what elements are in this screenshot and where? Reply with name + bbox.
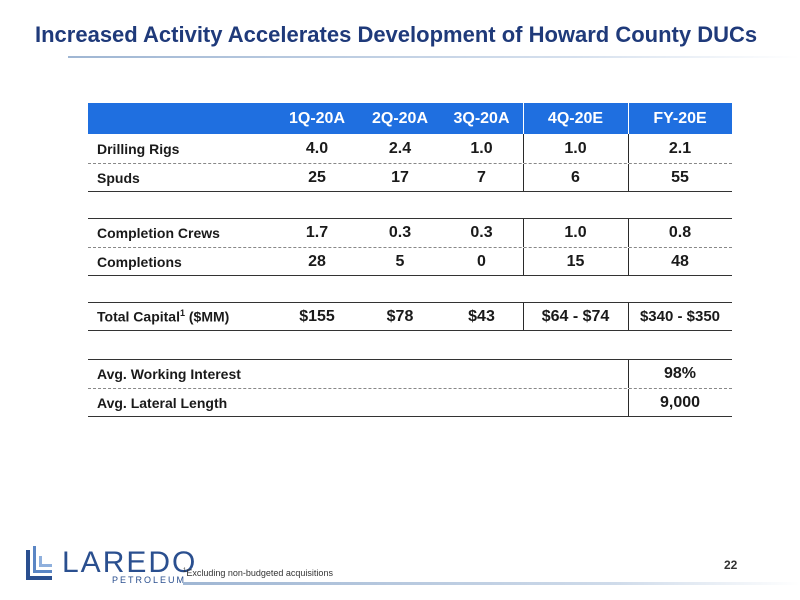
table-cell: $340 - $350 <box>639 308 721 325</box>
table-cell: 9,000 <box>659 393 701 411</box>
table-cell: 17 <box>391 168 409 186</box>
column-divider <box>628 248 629 275</box>
table-cell: 1.7 <box>305 224 329 241</box>
table-row-completion-crews: Completion Crews 1.7 0.3 0.3 1.0 0.8 <box>88 218 732 247</box>
title-divider <box>68 56 800 58</box>
row-label: Avg. Working Interest <box>97 366 241 382</box>
table-spacer <box>88 192 732 218</box>
column-divider <box>523 103 524 134</box>
footnote-marker: 1 <box>183 568 187 574</box>
table-row-working-interest: Avg. Working Interest 98% <box>88 359 732 388</box>
table-cell: 1.0 <box>564 139 587 157</box>
table-cell: $64 - $74 <box>541 307 610 325</box>
logo-wordmark: LAREDO <box>62 546 198 579</box>
table-row-completions: Completions 28 5 0 15 48 <box>88 247 732 276</box>
table-cell: 5 <box>395 252 405 270</box>
table-cell: 25 <box>308 168 326 186</box>
table-cell: 0 <box>477 252 486 270</box>
company-logo: LAREDO PETROLEUM <box>26 546 195 586</box>
column-divider <box>523 303 524 330</box>
table-cell: 0.3 <box>388 224 412 241</box>
table-cell: 2.1 <box>668 139 692 157</box>
row-label-unit: ($MM) <box>184 308 230 325</box>
column-divider <box>628 360 629 388</box>
row-label: Completions <box>97 253 182 270</box>
row-label: Spuds <box>97 169 140 186</box>
table-cell: 0.3 <box>470 224 493 241</box>
table-cell: 55 <box>671 168 689 186</box>
column-divider <box>523 134 524 163</box>
table-spacer <box>88 331 732 359</box>
activity-table: 1Q-20A 2Q-20A 3Q-20A 4Q-20E FY-20E Drill… <box>88 103 732 417</box>
table-cell: 1.0 <box>470 139 493 157</box>
column-divider <box>628 219 629 247</box>
footer-divider <box>183 582 800 585</box>
header-2q20a: 2Q-20A <box>371 109 429 127</box>
table-cell: 2.4 <box>388 139 412 157</box>
row-label: Avg. Lateral Length <box>97 394 228 411</box>
header-fy20e: FY-20E <box>653 109 707 127</box>
table-cell: 6 <box>571 168 580 186</box>
row-label: Total Capital1 ($MM) <box>88 308 274 325</box>
table-header-row: 1Q-20A 2Q-20A 3Q-20A 4Q-20E FY-20E <box>88 103 732 134</box>
header-1q20a: 1Q-20A <box>288 109 346 127</box>
column-divider <box>628 303 629 330</box>
column-divider <box>628 134 629 163</box>
table-cell: 48 <box>671 252 689 270</box>
table-row-spuds: Spuds 25 17 7 6 55 <box>88 163 732 192</box>
table-row-total-capital: Total Capital1 ($MM) $155 $78 $43 $64 - … <box>88 302 732 331</box>
table-cell: 7 <box>477 168 486 186</box>
column-divider <box>523 248 524 275</box>
table-cell: $78 <box>386 307 414 325</box>
footnote: 1Excluding non-budgeted acquisitions <box>183 568 333 578</box>
column-divider <box>628 164 629 191</box>
column-divider <box>523 164 524 191</box>
logo-mark-icon <box>26 546 52 580</box>
row-label-text: Total Capital <box>97 308 180 325</box>
header-4q20e: 4Q-20E <box>547 109 604 127</box>
logo-subtitle: PETROLEUM <box>112 575 187 585</box>
table-row-lateral-length: Avg. Lateral Length 9,000 <box>88 388 732 417</box>
table-spacer <box>88 276 732 302</box>
column-divider <box>523 219 524 247</box>
table-cell: $155 <box>299 307 335 325</box>
header-3q20a: 3Q-20A <box>453 109 510 127</box>
table-cell: 4.0 <box>305 139 329 157</box>
page-number: 22 <box>724 558 738 572</box>
table-cell: 98% <box>663 365 697 382</box>
table-row-drilling-rigs: Drilling Rigs 4.0 2.4 1.0 1.0 2.1 <box>88 134 732 163</box>
table-cell: 1.0 <box>564 224 587 241</box>
table-cell: 0.8 <box>668 224 692 241</box>
footnote-marker: 1 <box>179 308 185 319</box>
row-label: Completion Crews <box>97 225 220 241</box>
page-title: Increased Activity Accelerates Developme… <box>35 22 758 47</box>
table-cell: 15 <box>566 252 585 270</box>
footnote-text: Excluding non-budgeted acquisitions <box>186 568 333 578</box>
column-divider <box>628 389 629 416</box>
table-cell: 28 <box>308 252 326 270</box>
column-divider <box>628 103 629 134</box>
table-cell: $43 <box>468 307 495 325</box>
row-label: Drilling Rigs <box>97 140 180 157</box>
